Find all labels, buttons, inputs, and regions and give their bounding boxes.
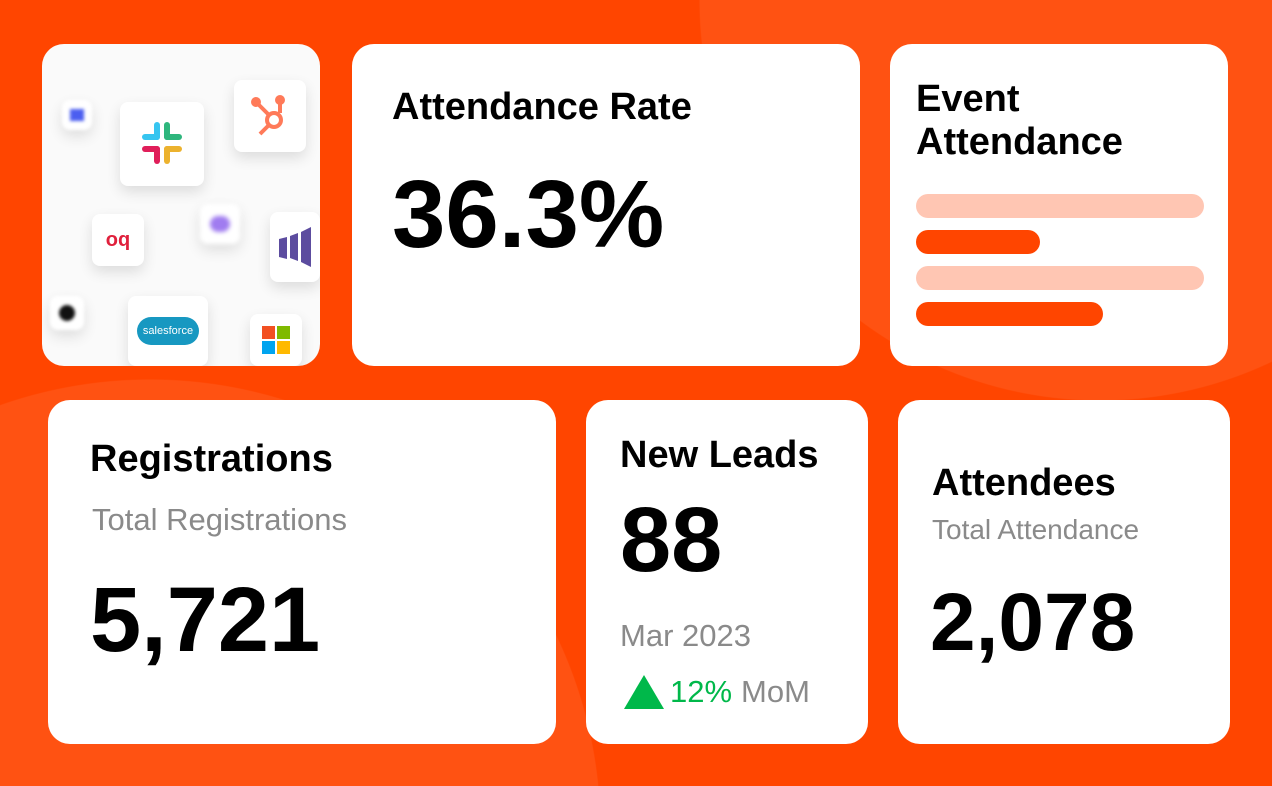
chat-icon xyxy=(200,204,240,244)
attendees-value: 2,078 xyxy=(930,577,1136,668)
change-indicator: 12% MoM xyxy=(624,674,810,710)
title-line: Event xyxy=(916,78,1020,120)
title-line: Attendance xyxy=(916,121,1123,163)
new-leads-card: New Leads 88 Mar 2023 12% MoM xyxy=(586,400,868,744)
attendance-rate-value: 36.3% xyxy=(392,161,665,268)
event-attendance-title: Event Attendance xyxy=(916,78,1123,164)
attendance-bar-light xyxy=(916,194,1204,218)
chat-icon xyxy=(62,100,92,130)
marketo-icon xyxy=(270,212,320,282)
arrow-up-icon xyxy=(624,675,664,709)
attendance-bar-light xyxy=(916,266,1204,290)
attendance-rate-card: Attendance Rate 36.3% xyxy=(352,44,860,366)
registrations-card: Registrations Total Registrations 5,721 xyxy=(48,400,556,744)
new-leads-title: New Leads xyxy=(620,434,819,476)
registrations-value: 5,721 xyxy=(90,569,321,671)
change-label: MoM xyxy=(741,674,810,709)
location-icon xyxy=(50,296,84,330)
change-value: 12% xyxy=(670,674,733,709)
new-leads-value: 88 xyxy=(620,489,723,591)
event-attendance-card: Event Attendance xyxy=(890,44,1228,366)
attendance-rate-title: Attendance Rate xyxy=(392,86,692,128)
salesforce-icon: salesforce xyxy=(128,296,208,366)
new-leads-period: Mar 2023 xyxy=(620,618,751,653)
attendance-bar-dark xyxy=(916,230,1040,254)
attendance-bar-dark xyxy=(916,302,1104,326)
attendees-card: Attendees Total Attendance 2,078 xyxy=(898,400,1230,744)
registrations-subtitle: Total Registrations xyxy=(92,502,348,537)
hubspot-icon xyxy=(234,80,306,152)
registrations-title: Registrations xyxy=(90,438,333,480)
integrations-card: oq salesforce xyxy=(42,44,320,366)
attendees-subtitle: Total Attendance xyxy=(932,514,1140,545)
microsoft-icon xyxy=(250,314,302,366)
attendees-title: Attendees xyxy=(932,462,1116,504)
oq-icon: oq xyxy=(92,214,144,266)
slack-icon xyxy=(120,102,204,186)
